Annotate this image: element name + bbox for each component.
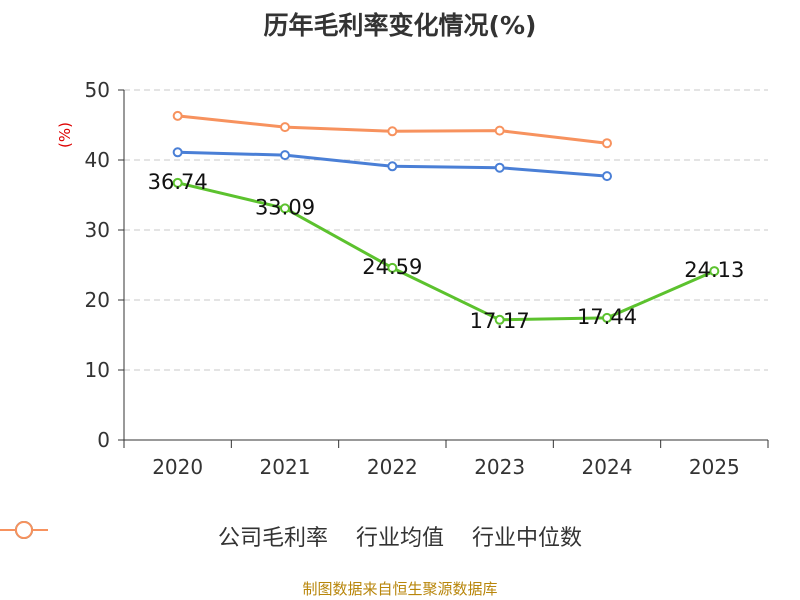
series-line-0 (177, 181, 715, 322)
data-point-2-2022 (387, 126, 398, 137)
x-tick-label-2023: 2023 (474, 455, 525, 479)
legend-label-company: 公司毛利率 (217, 526, 328, 551)
data-label-2024: 17.44 (577, 305, 637, 329)
data-point-0-2025 (709, 266, 720, 277)
data-point-0-2022 (387, 262, 398, 273)
data-label-2022: 24.59 (362, 255, 422, 279)
data-point-2-2023 (494, 125, 505, 136)
x-tick-label-2025: 2025 (689, 455, 740, 479)
legend-label-industry-average: 行业均值 (355, 526, 444, 551)
y-tick-label-40: 40 (85, 148, 110, 172)
chart-title: 历年毛利率变化情况(%) (263, 11, 537, 40)
data-label-2020: 36.74 (148, 170, 208, 194)
data-point-2-2020 (172, 110, 183, 121)
data-point-0-2023 (494, 314, 505, 325)
data-point-0-2020 (172, 177, 183, 188)
legend-label-industry-median: 行业中位数 (472, 526, 583, 551)
data-source-note: 制图数据来自恒生聚源数据库 (302, 580, 498, 598)
data-label-2023: 17.17 (470, 309, 530, 333)
x-tick-label-2022: 2022 (367, 455, 418, 479)
x-tick-label-2021: 2021 (260, 455, 311, 479)
legend-item-industry-median[interactable]: 行业中位数 (0, 520, 583, 552)
y-tick-label-10: 10 (85, 358, 110, 382)
data-point-1-2024 (602, 171, 612, 182)
y-tick-label-50: 50 (85, 78, 110, 102)
y-tick-label-30: 30 (85, 218, 110, 242)
data-point-1-2023 (494, 162, 505, 173)
legend-item-company[interactable]: 公司毛利率 (0, 520, 328, 552)
legend: 公司毛利率 行业均值 行业中位数 (0, 520, 800, 552)
data-label-2021: 33.09 (255, 195, 315, 219)
data-point-0-2024 (602, 312, 612, 323)
legend-item-industry-average[interactable]: 行业均值 (0, 520, 444, 552)
data-point-1-2020 (172, 147, 183, 158)
y-tick-label-20: 20 (85, 288, 110, 312)
data-label-2025: 24.13 (684, 258, 744, 282)
data-point-2-2021 (280, 122, 290, 133)
x-tick-label-2024: 2024 (582, 455, 633, 479)
y-tick-label-0: 0 (97, 428, 110, 452)
data-point-2-2024 (602, 138, 612, 149)
legend-swatch-industry-median (0, 521, 48, 539)
data-point-1-2022 (387, 161, 398, 172)
data-point-0-2021 (280, 203, 290, 214)
data-point-1-2021 (280, 150, 290, 161)
x-tick-label-2020: 2020 (152, 455, 203, 479)
